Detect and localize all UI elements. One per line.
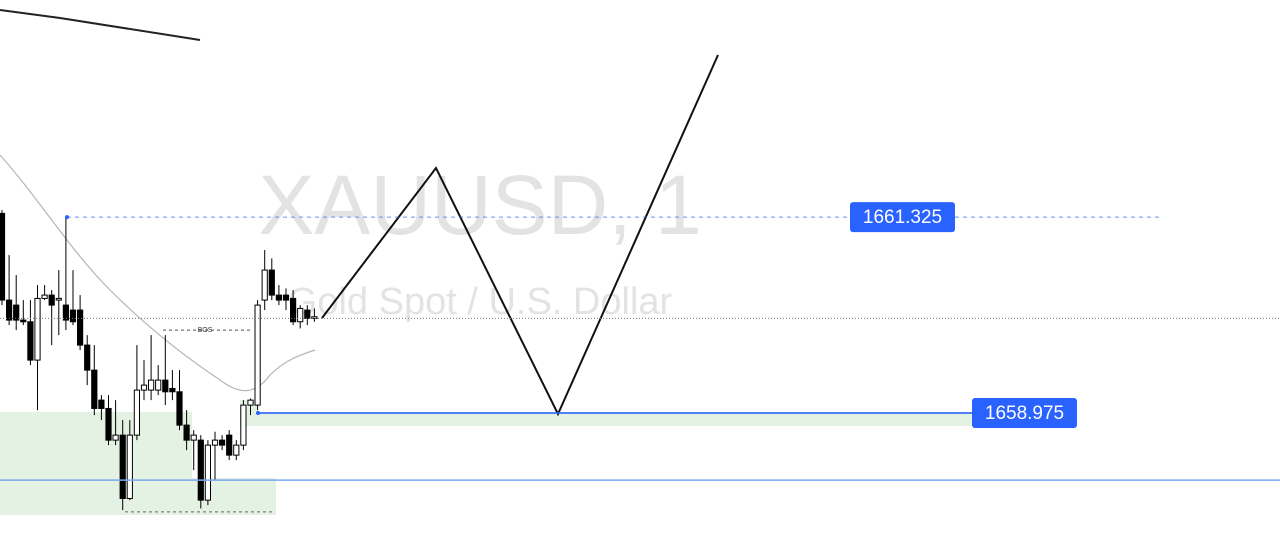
candle-body <box>290 297 297 323</box>
candle-body <box>155 379 162 391</box>
candle-body <box>190 434 197 441</box>
level-label-box <box>850 202 955 233</box>
candle-body <box>254 304 261 406</box>
level-label: 1661.325 <box>863 207 942 228</box>
candle-body <box>282 294 290 301</box>
candle-body <box>311 316 318 319</box>
candle-body <box>48 294 55 306</box>
candle-body <box>133 389 141 436</box>
candle-body <box>91 369 98 409</box>
level-anchor <box>65 215 69 220</box>
level-label: 1658.975 <box>985 403 1064 424</box>
candle-body <box>6 299 13 321</box>
candle-body <box>13 304 20 321</box>
projection-path <box>321 54 719 417</box>
candle-body <box>211 439 219 446</box>
demand-zone <box>258 413 975 426</box>
candle-body <box>261 269 268 301</box>
candle-body <box>304 309 311 319</box>
demand-zone <box>0 412 192 515</box>
candle-body <box>98 399 105 409</box>
candle-body <box>183 424 190 441</box>
candle-body <box>119 434 126 499</box>
candle-body <box>0 212 6 301</box>
candle-body <box>197 439 204 501</box>
candle-body <box>27 321 34 361</box>
candle-body <box>233 444 240 456</box>
candle-body <box>126 434 133 499</box>
candle-body <box>41 294 48 299</box>
candle-body <box>148 379 155 391</box>
candle-body <box>55 297 62 301</box>
candle-body <box>219 439 226 446</box>
candle-body <box>162 379 169 393</box>
candle-body <box>84 344 91 371</box>
watermark-title: XAUUSD, 1 <box>258 158 701 252</box>
candle-body <box>176 391 183 426</box>
candle-body <box>77 309 84 346</box>
candle-body <box>247 399 254 406</box>
drawn-line <box>0 9 201 41</box>
candle-body <box>140 384 148 391</box>
level-anchor <box>256 411 260 416</box>
demand-zone <box>192 478 276 515</box>
candle-body <box>275 294 282 301</box>
moving-average <box>0 154 316 392</box>
candle-body <box>69 309 77 323</box>
candle-body <box>105 407 112 441</box>
candle-body <box>112 434 119 441</box>
candle-body <box>62 304 69 321</box>
bos-label: BOS <box>198 327 213 334</box>
candle-body <box>34 297 41 361</box>
level-label-box <box>972 398 1077 429</box>
candle-body <box>240 404 247 446</box>
candle-body <box>268 269 275 296</box>
candle-body <box>297 307 304 323</box>
candle-body <box>226 434 233 456</box>
candle-body <box>204 444 212 501</box>
candle-body <box>169 387 176 393</box>
candle-body <box>20 319 27 323</box>
